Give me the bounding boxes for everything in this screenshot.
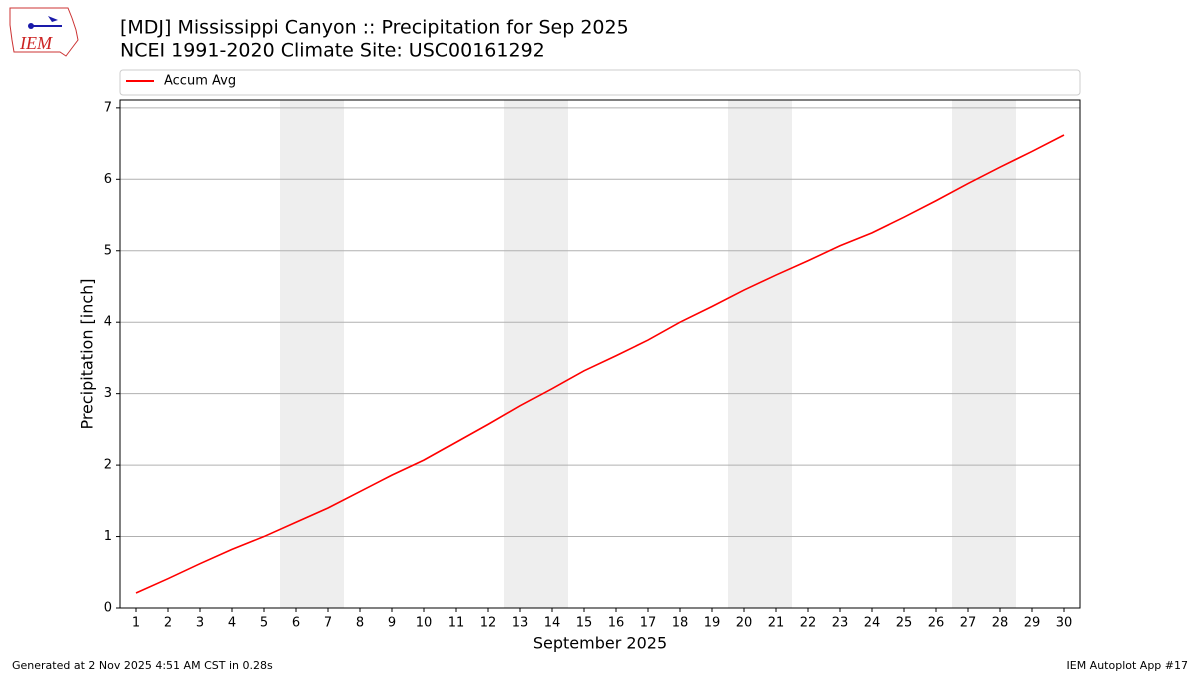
y-tick-label: 4: [104, 315, 112, 330]
x-tick-label: 16: [608, 616, 625, 631]
x-tick-label: 1: [132, 616, 140, 631]
series-line: [135, 134, 1065, 594]
x-tick-label: 25: [896, 616, 913, 631]
legend-label: Accum Avg: [164, 74, 236, 89]
x-tick-label: 15: [576, 616, 593, 631]
chart-title: [MDJ] Mississippi Canyon :: Precipitatio…: [120, 17, 629, 39]
logo-text: IEM: [19, 33, 53, 53]
x-axis-label: September 2025: [533, 634, 667, 653]
logo-vane: [48, 16, 58, 22]
x-tick-label: 7: [324, 616, 332, 631]
x-tick-label: 17: [640, 616, 657, 631]
x-tick-label: 21: [768, 616, 785, 631]
y-tick-label: 6: [104, 172, 112, 187]
y-tick-label: 0: [104, 601, 112, 616]
x-tick-label: 12: [480, 616, 497, 631]
x-tick-label: 18: [672, 616, 689, 631]
weekend-band: [952, 100, 1016, 608]
x-tick-label: 19: [704, 616, 721, 631]
footer-right: IEM Autoplot App #17: [1067, 659, 1189, 672]
plot-frame: [119, 99, 1081, 609]
y-axis-label: Precipitation [inch]: [78, 278, 97, 429]
x-tick-label: 9: [388, 616, 396, 631]
x-tick-label: 6: [292, 616, 300, 631]
x-tick-label: 24: [864, 616, 881, 631]
x-tick-label: 5: [260, 616, 268, 631]
x-tick-label: 2: [164, 616, 172, 631]
weekend-band: [504, 100, 568, 608]
logo: IEM: [9, 7, 79, 57]
x-tick-label: 4: [228, 616, 236, 631]
x-tick-label: 20: [736, 616, 753, 631]
y-tick-label: 5: [104, 243, 112, 258]
footer-left: Generated at 2 Nov 2025 4:51 AM CST in 0…: [12, 659, 273, 672]
weekend-band: [280, 100, 344, 608]
x-tick-label: 29: [1024, 616, 1041, 631]
x-tick-label: 3: [196, 616, 204, 631]
y-tick-label: 2: [104, 458, 112, 473]
x-tick-label: 30: [1056, 616, 1073, 631]
y-tick-label: 7: [104, 100, 112, 115]
chart-subtitle: NCEI 1991-2020 Climate Site: USC00161292: [120, 40, 545, 62]
x-tick-label: 23: [832, 616, 849, 631]
x-tick-label: 11: [448, 616, 465, 631]
x-tick-label: 26: [928, 616, 945, 631]
x-tick-label: 28: [992, 616, 1009, 631]
legend-box: [119, 69, 1081, 96]
logo-dot: [28, 23, 34, 29]
x-tick-label: 10: [416, 616, 433, 631]
x-tick-label: 14: [544, 616, 561, 631]
y-tick-label: 1: [104, 529, 112, 544]
x-tick-label: 22: [800, 616, 817, 631]
x-tick-label: 13: [512, 616, 529, 631]
logo-outline: [9, 7, 79, 57]
x-tick-label: 8: [356, 616, 364, 631]
weekend-band: [728, 100, 792, 608]
x-tick-label: 27: [960, 616, 977, 631]
y-tick-label: 3: [104, 386, 112, 401]
